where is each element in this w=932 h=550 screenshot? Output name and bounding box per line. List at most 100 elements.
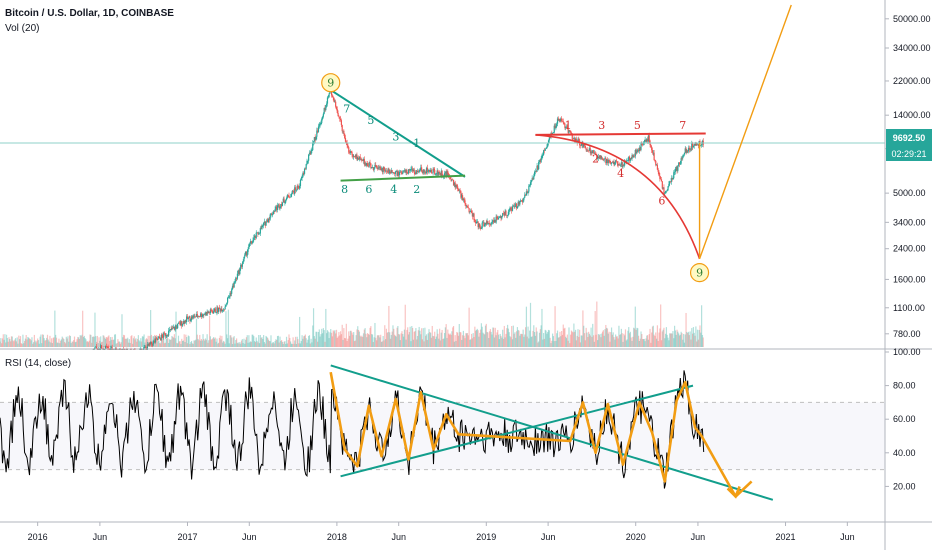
volume-bar (177, 343, 179, 347)
volume-bar (430, 337, 433, 347)
volume-bar (19, 339, 21, 347)
price-candle-body (234, 281, 236, 283)
volume-bar (54, 310, 56, 347)
price-candle-body (232, 285, 234, 288)
price-candle-body (169, 329, 171, 330)
price-candle-body (537, 165, 539, 170)
price-candle-body (701, 140, 704, 145)
volume-bar (391, 331, 393, 347)
price-candle-body (238, 270, 240, 274)
volume-bar (586, 332, 588, 347)
volume-bar (561, 334, 564, 347)
volume-bar (634, 306, 636, 347)
time-axis[interactable]: 2016 Jun 2017 Jun 2018 Jun 2019 Jun 2020 Jun 2021 J… (28, 522, 855, 542)
price-candle-body (361, 159, 363, 161)
price-candle-body (606, 159, 609, 164)
price-candle-body (351, 152, 353, 155)
volume-bar (339, 331, 342, 347)
time-tick-label: Jun (840, 532, 855, 542)
volume-bar (448, 334, 451, 347)
rsi-pane[interactable] (0, 350, 885, 522)
volume-bar (465, 333, 467, 347)
rsi-arrowhead (726, 485, 741, 499)
price-candle-body (644, 139, 646, 142)
volume-bar (329, 332, 331, 347)
volume-bar (449, 333, 451, 347)
price-candle-body (198, 316, 200, 317)
volume-bar (207, 342, 209, 347)
price-candle-body (168, 329, 171, 331)
price-candle-body (695, 142, 697, 146)
price-candle-body (610, 162, 613, 164)
volume-bar (294, 336, 297, 347)
price-candle-body (659, 175, 661, 179)
volume-bar (476, 328, 478, 347)
price-candle-body (299, 180, 302, 187)
volume-indicator-label[interactable]: Vol (20) (5, 23, 40, 34)
volume-bar (353, 341, 356, 347)
volume-bar (215, 341, 217, 347)
volume-bar (264, 343, 266, 347)
price-candle-body (97, 348, 99, 352)
volume-bar (492, 327, 494, 347)
price-candle-body (496, 216, 498, 219)
price-candle-body (677, 165, 679, 171)
volume-bar (517, 329, 519, 347)
volume-bar (630, 337, 632, 347)
price-candle-body (348, 147, 350, 153)
price-candle-body (267, 219, 269, 223)
rsi-indicator-label[interactable]: RSI (14, close) (5, 358, 72, 369)
price-candle-body (348, 152, 351, 154)
time-tick-label: 2017 (177, 532, 197, 542)
volume-bar (619, 334, 621, 347)
volume-bar (144, 342, 146, 347)
price-axis[interactable]: 50000.0034000.0022000.0014000.009000.005… (885, 14, 931, 339)
orange-projection (698, 4, 792, 260)
volume-bar (691, 328, 693, 347)
price-candle-body (590, 151, 592, 154)
volume-bar (615, 336, 618, 347)
volume-bar (552, 336, 555, 347)
price-candle-body (236, 273, 239, 279)
price-candle-body (552, 132, 555, 134)
price-candle-body (583, 144, 585, 147)
volume-bar (254, 341, 256, 347)
price-candle-body (469, 211, 471, 213)
price-candle-body (413, 169, 415, 174)
volume-bar (130, 336, 132, 347)
volume-bar (398, 334, 400, 347)
price-candle-body (594, 152, 596, 154)
price-candle-body (557, 118, 559, 121)
price-candle-body (412, 168, 414, 172)
volume-bar (499, 333, 501, 347)
volume-bar (49, 335, 51, 347)
volume-bar (597, 334, 600, 347)
volume-bar (651, 332, 653, 347)
wave-label-right: 5 (634, 119, 641, 132)
price-candle-body (489, 224, 491, 225)
volume-bar (35, 342, 37, 347)
price-tick-label: 780.00 (893, 329, 921, 339)
volume-bar (524, 334, 526, 347)
price-candle-body (506, 215, 508, 217)
volume-bar (297, 339, 299, 347)
price-candle-body (615, 160, 618, 162)
volume-bar (598, 335, 600, 347)
price-candle-body (258, 233, 261, 235)
price-candle-body (525, 191, 528, 196)
volume-bar (169, 339, 171, 347)
symbol-title[interactable]: Bitcoin / U.S. Dollar, 1D, COINBASE (5, 8, 174, 19)
price-candle-body (634, 150, 636, 157)
volume-bar (41, 334, 44, 347)
volume-bar (687, 333, 689, 347)
price-candle-body (353, 156, 356, 157)
price-candle-body (363, 159, 365, 165)
price-candle-body (460, 191, 462, 198)
volume-bar (646, 335, 649, 347)
price-candle-body (385, 170, 388, 172)
price-candle-body (492, 220, 494, 222)
price-candle-body (685, 148, 687, 153)
